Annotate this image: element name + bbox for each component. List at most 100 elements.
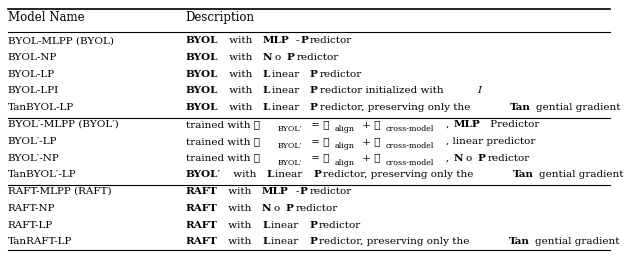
Text: -: - [296,36,300,45]
Text: align: align [335,159,355,167]
Text: P: P [300,36,308,45]
Text: BYOL′: BYOL′ [278,125,302,133]
Text: with: with [226,53,256,62]
Text: with: with [225,237,255,246]
Text: Tan: Tan [513,170,534,179]
Text: + ℒ: + ℒ [359,153,381,162]
Text: P: P [309,221,317,230]
Text: align: align [335,125,355,133]
Text: BYOL: BYOL [186,87,218,96]
Text: N: N [262,204,271,213]
Text: BYOL-NP: BYOL-NP [8,53,57,62]
Text: with: with [225,221,255,230]
Text: redictor: redictor [487,153,529,162]
Text: o: o [275,53,284,62]
Text: BYOL: BYOL [186,36,218,45]
Text: inear: inear [271,221,301,230]
Text: redictor initialized with: redictor initialized with [319,87,447,96]
Text: redictor: redictor [310,36,353,45]
Text: trained with ℒ: trained with ℒ [186,120,260,129]
Text: BYOL′-MLPP (BYOL′): BYOL′-MLPP (BYOL′) [8,120,118,129]
Text: BYOL-MLPP (BYOL): BYOL-MLPP (BYOL) [8,36,113,45]
Text: RAFT: RAFT [186,237,218,246]
Text: with: with [225,204,255,213]
Text: gential gradient: gential gradient [535,237,620,246]
Text: L: L [263,103,270,112]
Text: o: o [466,153,475,162]
Text: with: with [226,103,256,112]
Text: + ℒ: + ℒ [359,120,381,129]
Text: L: L [262,237,269,246]
Text: redictor, preserving only the: redictor, preserving only the [319,237,472,246]
Text: cross-model: cross-model [386,159,434,167]
Text: BYOL-LPI: BYOL-LPI [8,87,59,96]
Text: BYOL′: BYOL′ [278,159,302,167]
Text: P: P [285,204,294,213]
Text: cross-model: cross-model [386,142,434,150]
Text: N: N [454,153,463,162]
Text: redictor, preserving only the: redictor, preserving only the [319,103,473,112]
Text: P: P [310,87,317,96]
Text: redictor: redictor [296,204,338,213]
Text: inear: inear [271,237,301,246]
Text: gential gradient: gential gradient [536,103,620,112]
Text: redictor, preserving only the: redictor, preserving only the [323,170,477,179]
Text: RAFT-NP: RAFT-NP [8,204,55,213]
Text: align: align [335,142,355,150]
Text: redictor: redictor [296,53,339,62]
Text: MLP: MLP [263,36,289,45]
Text: = ℒ: = ℒ [308,120,329,129]
Text: with: with [226,36,256,45]
Text: L: L [263,70,270,79]
Text: P: P [310,103,317,112]
Text: TanBYOL-LP: TanBYOL-LP [8,103,74,112]
Text: P: P [477,153,485,162]
Text: RAFT: RAFT [186,187,218,196]
Text: BYOL: BYOL [186,53,218,62]
Text: redictor: redictor [319,221,361,230]
Text: P: P [313,170,321,179]
Text: RAFT: RAFT [186,204,218,213]
Text: with: with [230,170,259,179]
Text: , linear predictor: , linear predictor [446,137,535,146]
Text: trained with ℒ: trained with ℒ [186,153,260,162]
Text: BYOL′-NP: BYOL′-NP [8,153,60,162]
Text: P: P [310,70,317,79]
Text: RAFT: RAFT [186,221,218,230]
Text: inear: inear [272,103,303,112]
Text: BYOL′: BYOL′ [278,142,302,150]
Text: TanRAFT-LP: TanRAFT-LP [8,237,72,246]
Text: P: P [300,187,307,196]
Text: L: L [266,170,274,179]
Text: Description: Description [186,11,255,24]
Text: inear: inear [272,70,303,79]
Text: I: I [477,87,481,96]
Text: Tan: Tan [509,237,530,246]
Text: RAFT-LP: RAFT-LP [8,221,52,230]
Text: with: with [225,187,255,196]
Text: BYOL: BYOL [186,70,218,79]
Text: -: - [295,187,299,196]
Text: BYOL-LP: BYOL-LP [8,70,54,79]
Text: gential gradient: gential gradient [540,170,624,179]
Text: L: L [262,221,269,230]
Text: o: o [274,204,284,213]
Text: + ℒ: + ℒ [359,137,381,146]
Text: ,: , [446,120,452,129]
Text: L: L [263,87,270,96]
Text: P: P [309,237,317,246]
Text: = ℒ: = ℒ [308,153,329,162]
Text: inear: inear [275,170,306,179]
Text: redictor: redictor [309,187,351,196]
Text: MLP: MLP [262,187,289,196]
Text: BYOL′-LP: BYOL′-LP [8,137,57,146]
Text: Predictor: Predictor [487,120,540,129]
Text: MLP: MLP [454,120,481,129]
Text: BYOL: BYOL [186,103,218,112]
Text: P: P [286,53,294,62]
Text: BYOL′: BYOL′ [186,170,221,179]
Text: with: with [226,87,256,96]
Text: = ℒ: = ℒ [308,137,329,146]
Text: Model Name: Model Name [8,11,84,24]
Text: N: N [263,53,273,62]
